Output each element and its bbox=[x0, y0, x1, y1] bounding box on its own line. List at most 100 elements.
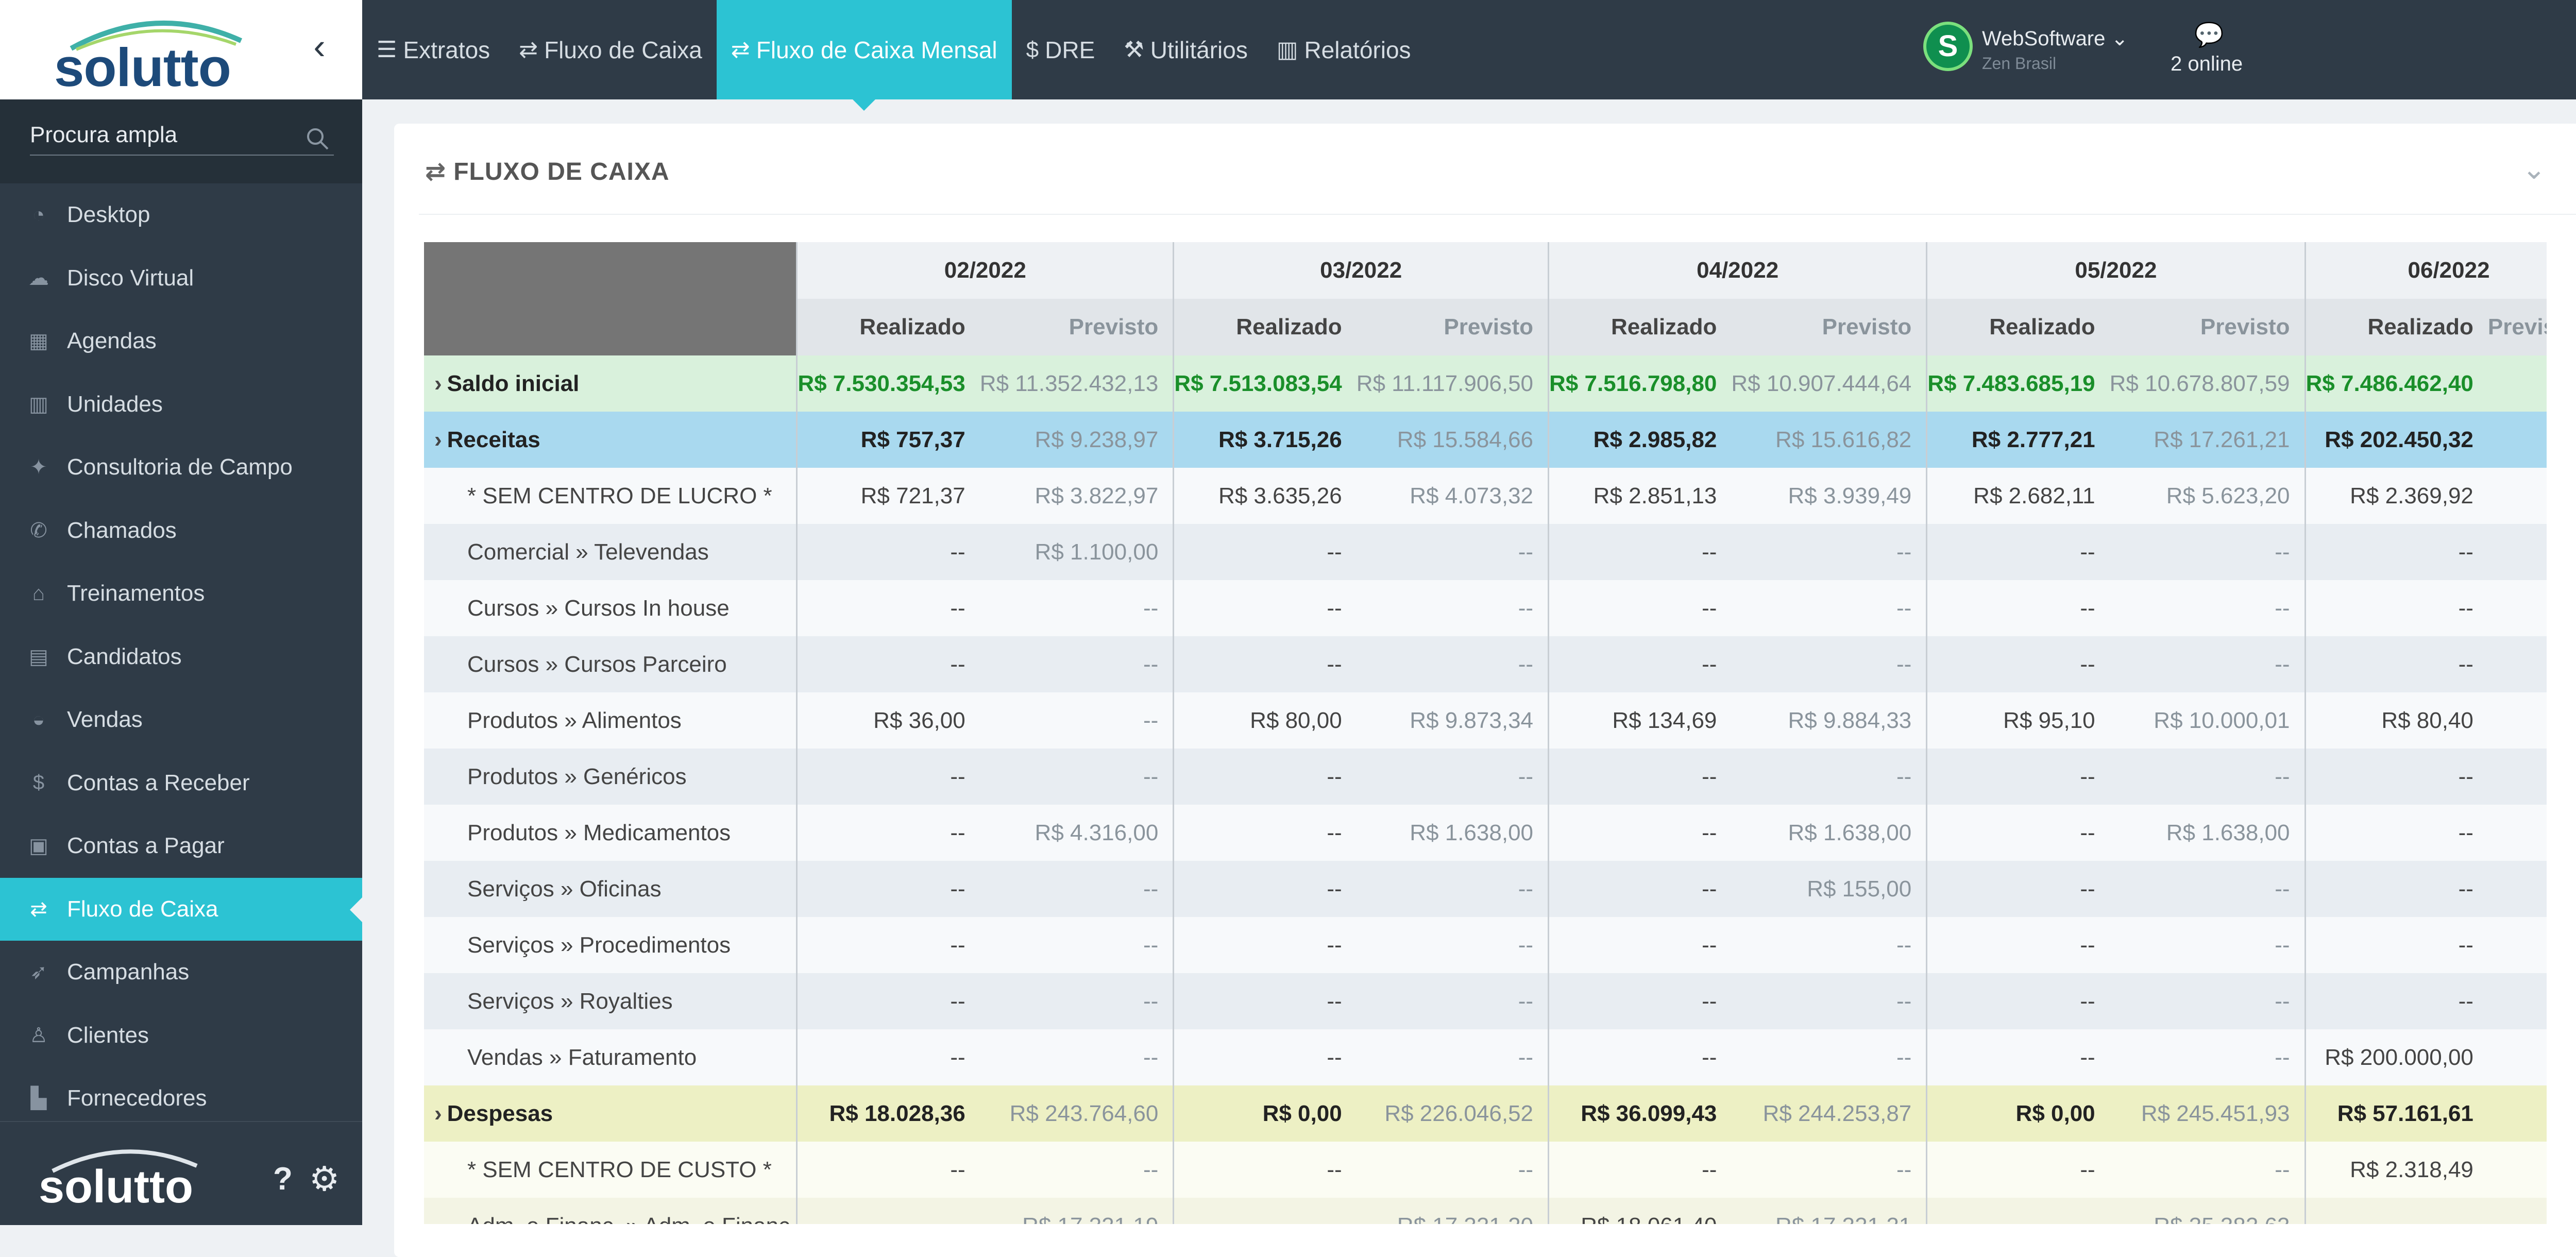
previsto-cell: R$ 1.638,00 bbox=[1731, 805, 1927, 861]
previsto-cell: -- bbox=[1356, 861, 1549, 917]
realizado-cell: R$ 7.516.798,80 bbox=[1548, 355, 1732, 412]
table-row[interactable]: Cursos » Cursos In house -- -- -- -- -- -- -- --… bbox=[424, 580, 2547, 636]
table-row[interactable]: Vendas » Faturamento -- -- -- -- -- -- -- -- R$ 2… bbox=[424, 1029, 2547, 1085]
avatar[interactable]: S bbox=[1923, 22, 1973, 71]
previsto-cell: -- bbox=[2109, 580, 2306, 636]
sidebar-item-label: Chamados bbox=[67, 517, 177, 543]
table-row[interactable]: Serviços » Oficinas -- -- -- -- -- R$ 155,00 --… bbox=[424, 861, 2547, 917]
tab-fluxo-caixa[interactable]: ⇄ Fluxo de Caixa bbox=[504, 0, 717, 99]
previsto-cell bbox=[2487, 355, 2547, 412]
row-label[interactable]: › Despesas bbox=[424, 1085, 798, 1142]
table-row[interactable]: Serviços » Procedimentos -- -- -- -- -- -- -- --… bbox=[424, 917, 2547, 973]
sidebar-item-clientes[interactable]: ♙ Clientes bbox=[0, 1004, 362, 1067]
row-label: * SEM CENTRO DE LUCRO * bbox=[424, 468, 798, 524]
sidebar-item-agendas[interactable]: ▦ Agendas bbox=[0, 310, 362, 373]
previsto-cell bbox=[2487, 524, 2547, 580]
row-label-text: Produtos » Medicamentos bbox=[467, 820, 731, 845]
help-icon[interactable]: ? bbox=[273, 1161, 293, 1197]
sidebar-item-consultoria[interactable]: ✦ Consultoria de Campo bbox=[0, 436, 362, 499]
expand-chevron-icon[interactable]: › bbox=[434, 1100, 442, 1126]
sidebar-item-treinamentos[interactable]: ⌂ Treinamentos bbox=[0, 562, 362, 625]
previsto-cell: -- bbox=[1731, 636, 1927, 692]
tab-dre[interactable]: $ DRE bbox=[1012, 0, 1110, 99]
basket-icon: ◒ bbox=[32, 708, 45, 731]
logo[interactable]: solutto bbox=[54, 38, 231, 98]
chevron-down-icon[interactable]: ⌄ bbox=[2522, 152, 2546, 185]
realizado-cell: R$ 2.318,49 bbox=[2304, 1142, 2488, 1198]
sidebar-item-contas-receber[interactable]: $ Contas a Receber bbox=[0, 752, 362, 815]
realizado-cell: R$ 0,00 bbox=[1173, 1085, 1357, 1142]
realizado-cell: -- bbox=[1926, 580, 2110, 636]
tab-utilitarios[interactable]: ⚒ Utilitários bbox=[1109, 0, 1262, 99]
previsto-cell: -- bbox=[2109, 749, 2306, 805]
realizado-cell: -- bbox=[1548, 805, 1732, 861]
chevron-down-icon: ⌄ bbox=[2111, 27, 2129, 50]
chat-icon[interactable]: 💬 bbox=[2194, 21, 2224, 48]
row-label: Produtos » Medicamentos bbox=[424, 805, 798, 861]
gear-icon[interactable]: ⚙ bbox=[309, 1160, 340, 1198]
tab-extratos[interactable]: ☰ Extratos bbox=[362, 0, 504, 99]
sidebar-item-fornecedores[interactable]: ▙ Fornecedores bbox=[0, 1067, 362, 1130]
sidebar-item-desktop[interactable]: ◔ Desktop bbox=[0, 183, 362, 247]
table-row[interactable]: Adm. e Financ. » Adm. e Financ.--R$ 17.3… bbox=[424, 1198, 2547, 1224]
table-row[interactable]: Produtos » Alimentos R$ 36,00 -- R$ 80,00 R$… bbox=[424, 692, 2547, 749]
table-row[interactable]: › Despesas R$ 18.028,36 R$ 243.764,60 R$ 0,0… bbox=[424, 1085, 2547, 1142]
row-label[interactable]: › Receitas bbox=[424, 412, 798, 468]
tab-fluxo-caixa-mensal[interactable]: ⇄ Fluxo de Caixa Mensal bbox=[716, 0, 1012, 111]
previsto-cell bbox=[2487, 692, 2547, 749]
divider bbox=[419, 214, 2576, 215]
sidebar-item-disco-virtual[interactable]: ☁ Disco Virtual bbox=[0, 247, 362, 310]
previsto-cell: -- bbox=[979, 749, 1174, 805]
sidebar-item-fluxo-caixa[interactable]: ⇄ Fluxo de Caixa bbox=[0, 877, 362, 941]
previsto-cell bbox=[2487, 917, 2547, 973]
row-label[interactable]: › Saldo inicial bbox=[424, 355, 798, 412]
previsto-cell bbox=[2487, 749, 2547, 805]
expand-chevron-icon[interactable]: › bbox=[434, 370, 442, 396]
sidebar-item-candidatos[interactable]: ▤ Candidatos bbox=[0, 625, 362, 689]
expand-chevron-icon[interactable]: › bbox=[434, 427, 442, 452]
id-card-icon: ▤ bbox=[29, 645, 48, 668]
table-row[interactable]: › Receitas R$ 757,37 R$ 9.238,97 R$ 3.715,26… bbox=[424, 412, 2547, 468]
realizado-cell: R$ 3.715,26 bbox=[1173, 412, 1357, 468]
realizado-cell: -- bbox=[1926, 636, 2110, 692]
previsto-cell: -- bbox=[1731, 749, 1927, 805]
user-menu[interactable]: WebSoftware ⌄ bbox=[1982, 27, 2128, 50]
table-row[interactable]: * SEM CENTRO DE CUSTO * -- -- -- -- -- -- -- -- R… bbox=[424, 1142, 2547, 1198]
sidebar-item-vendas[interactable]: ◒ Vendas bbox=[0, 688, 362, 752]
sidebar-item-label: Contas a Pagar bbox=[67, 833, 225, 859]
sidebar-item-unidades[interactable]: ▥ Unidades bbox=[0, 373, 362, 436]
industry-icon: ▙ bbox=[30, 1087, 47, 1110]
realizado-cell: -- bbox=[2304, 1198, 2488, 1224]
previsto-cell bbox=[2487, 973, 2547, 1029]
table-row[interactable]: Produtos » Medicamentos -- R$ 4.316,00 -- R$… bbox=[424, 805, 2547, 861]
table-row[interactable]: * SEM CENTRO DE LUCRO * R$ 721,37 R$ 3.822… bbox=[424, 468, 2547, 524]
realizado-cell: -- bbox=[1926, 1198, 2110, 1224]
tab-relatorios[interactable]: ▥ Relatórios bbox=[1262, 0, 1426, 99]
table-row[interactable]: Serviços » Royalties -- -- -- -- -- -- -- -- -- bbox=[424, 973, 2547, 1029]
search-icon[interactable] bbox=[305, 126, 331, 152]
table-row[interactable]: › Saldo inicial R$ 7.530.354,53 R$ 11.352.4… bbox=[424, 355, 2547, 412]
table-row[interactable]: Cursos » Cursos Parceiro -- -- -- -- -- -- -- --… bbox=[424, 636, 2547, 692]
table-row[interactable]: Produtos » Genéricos -- -- -- -- -- -- -- -- -- bbox=[424, 749, 2547, 805]
sidebar-item-contas-pagar[interactable]: ▣ Contas a Pagar bbox=[0, 814, 362, 878]
realizado-cell: -- bbox=[1926, 1029, 2110, 1085]
row-label: Serviços » Oficinas bbox=[424, 861, 798, 917]
realizado-cell: -- bbox=[1173, 1198, 1357, 1224]
realizado-cell: -- bbox=[796, 861, 980, 917]
collapse-sidebar-button[interactable]: ‹ bbox=[313, 26, 326, 66]
search-input[interactable] bbox=[30, 120, 334, 156]
realizado-cell: -- bbox=[1173, 1029, 1357, 1085]
previsto-cell: R$ 15.616,82 bbox=[1731, 412, 1927, 468]
online-count[interactable]: 2 online bbox=[2171, 53, 2243, 75]
row-label: Produtos » Alimentos bbox=[424, 692, 798, 749]
previsto-cell: R$ 3.822,97 bbox=[979, 468, 1174, 524]
table-row[interactable]: Comercial » Televendas -- R$ 1.100,00 -- -- -… bbox=[424, 524, 2547, 580]
sidebar-item-campanhas[interactable]: ➶ Campanhas bbox=[0, 941, 362, 1004]
exchange-icon: ⇄ bbox=[731, 37, 750, 62]
realizado-cell: R$ 2.369,92 bbox=[2304, 468, 2488, 524]
sidebar-item-chamados[interactable]: ✆ Chamados bbox=[0, 499, 362, 563]
previsto-cell: R$ 9.884,33 bbox=[1731, 692, 1927, 749]
previsto-cell bbox=[2487, 1029, 2547, 1085]
row-label: Adm. e Financ. » Adm. e Financ. bbox=[424, 1198, 798, 1224]
sidebar-item-label: Consultoria de Campo bbox=[67, 454, 293, 480]
